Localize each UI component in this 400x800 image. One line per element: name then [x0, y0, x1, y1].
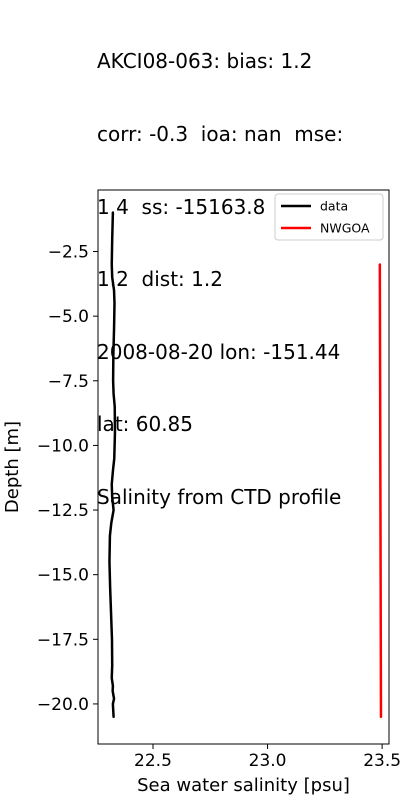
x-tick-label: 22.5: [134, 751, 172, 771]
chart-title-line: Salinity from CTD profile: [97, 485, 342, 510]
x-axis-ticks: 22.5 23.0 23.5: [134, 744, 400, 771]
series-line-data: [108, 211, 117, 719]
y-tick-label: −5.0: [48, 307, 89, 327]
y-tick-label: −10.0: [37, 436, 89, 456]
y-tick-label: −2.5: [48, 243, 89, 263]
y-tick-label: −7.5: [48, 372, 89, 392]
x-tick-label: 23.0: [249, 751, 287, 771]
chart-title-line: AKCI08-063: bias: 1.2: [97, 49, 313, 74]
y-axis-ticks: −2.5 −5.0 −7.5 −10.0 −12.5 −15.0 −17.5 −20.0: [37, 243, 98, 715]
chart-title-line: 2008-08-20 lon: -151.44: [97, 339, 341, 364]
y-axis-label: Depth [m]: [2, 421, 23, 513]
y-tick-label: −12.5: [37, 501, 89, 521]
chart-title-line: corr: -0.3 ioa: nan mse:: [97, 122, 344, 147]
x-tick-label: 23.5: [363, 751, 400, 771]
series-lines: [108, 211, 383, 719]
plot-frame: [97, 189, 390, 745]
series-line-nwgoa: [378, 263, 383, 719]
chart-title-line: lat: 60.85: [97, 412, 194, 437]
y-tick-label: −15.0: [37, 566, 89, 586]
y-tick-label: −20.0: [37, 695, 89, 715]
x-axis-label: Sea water salinity [psu]: [137, 775, 350, 796]
y-tick-label: −17.5: [37, 630, 89, 650]
legend-label-nwgoa: NWGOA: [320, 221, 370, 236]
legend: data NWGOA: [274, 193, 384, 241]
legend-label-data: data: [320, 199, 348, 214]
